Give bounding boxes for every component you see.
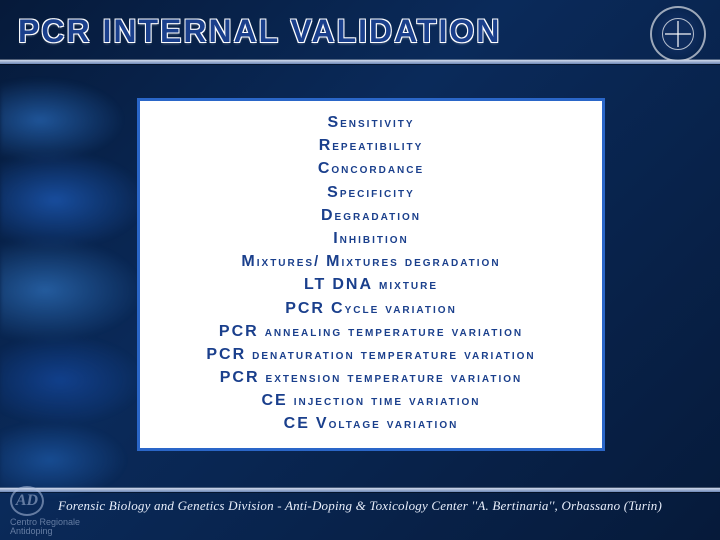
validation-item: PCR Cycle variation xyxy=(144,297,598,320)
validation-item: CE injection time variation xyxy=(144,389,598,412)
bottom-left-logo: AD Centro Regionale Antidoping xyxy=(10,486,82,530)
logo-monogram: AD xyxy=(10,486,44,516)
validation-item: Inhibition xyxy=(144,227,598,250)
footer-text: Forensic Biology and Genetics Division -… xyxy=(0,498,720,514)
logo-line2: Antidoping xyxy=(10,527,82,536)
slide-header: PCR INTERNAL VALIDATION xyxy=(0,0,720,62)
footer-divider xyxy=(0,488,720,492)
validation-item: CE Voltage variation xyxy=(144,412,598,435)
validation-item: Concordance xyxy=(144,157,598,180)
validation-item: Degradation xyxy=(144,204,598,227)
validation-item: PCR extension temperature variation xyxy=(144,366,598,389)
seal-icon xyxy=(650,6,706,62)
validation-item: Mixtures/ Mixtures degradation xyxy=(144,250,598,273)
validation-item: Specificity xyxy=(144,181,598,204)
validation-item: PCR annealing temperature variation xyxy=(144,320,598,343)
header-divider xyxy=(0,60,720,64)
page-title: PCR INTERNAL VALIDATION xyxy=(18,13,501,50)
validation-item: Repeatibility xyxy=(144,134,598,157)
seal-inner-icon xyxy=(662,18,694,50)
validation-item: LT DNA mixture xyxy=(144,273,598,296)
validation-items-panel: SensitivityRepeatibilityConcordanceSpeci… xyxy=(137,98,605,451)
validation-item: PCR denaturation temperature variation xyxy=(144,343,598,366)
validation-item: Sensitivity xyxy=(144,111,598,134)
